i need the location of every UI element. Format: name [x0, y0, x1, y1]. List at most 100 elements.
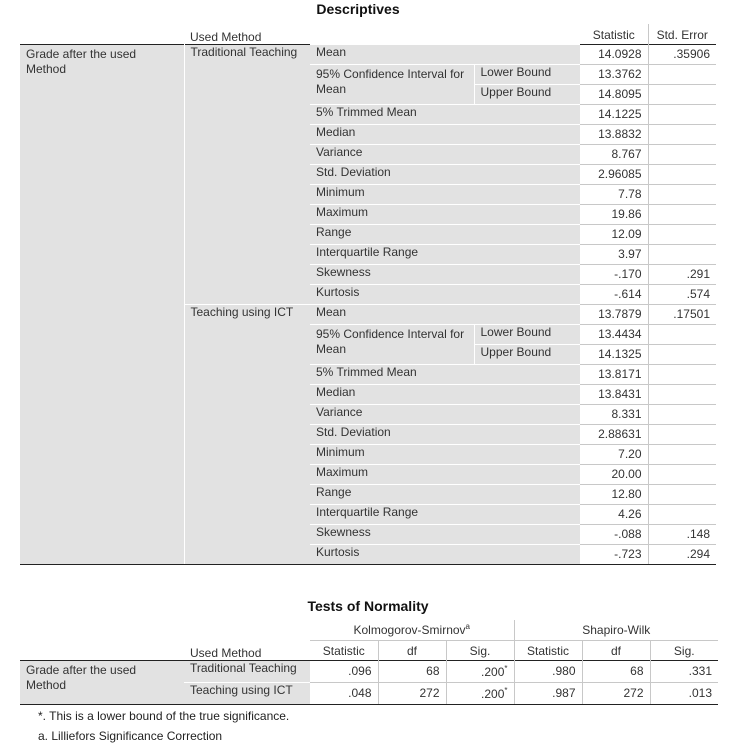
ks-sig-header: Sig.: [445, 639, 514, 660]
statistic-value: 14.1325: [580, 344, 648, 365]
descriptive-row: Std. Deviation 2.96085: [20, 163, 716, 185]
descriptive-row: Skewness -.170.291: [20, 263, 716, 285]
statistic-value: 12.09: [580, 224, 648, 245]
statistic-value: 13.8171: [580, 364, 648, 385]
statistic-label: Kurtosis: [310, 543, 580, 565]
statistic-value: 7.20: [580, 444, 648, 465]
statistic-value: 12.80: [580, 484, 648, 505]
statistic-value: 14.1225: [580, 104, 648, 125]
statistic-label: Variance: [310, 143, 580, 164]
sw-statistic-header: Statistic: [513, 639, 582, 660]
footnote-lilliefors: a. Lilliefors Significance Correction: [38, 729, 223, 743]
std-error-value: [647, 224, 716, 245]
std-error-value: [647, 84, 716, 105]
normality-row-ict: Teaching using ICT .048 272 .200* .987 2…: [20, 682, 719, 705]
normality-table: Kolmogorov-Smirnova Shapiro-Wilk Used Me…: [20, 620, 719, 705]
sw-df-header: df: [581, 639, 650, 660]
statistic-value: 2.96085: [580, 164, 648, 185]
statistic-label: Range: [310, 483, 580, 504]
descriptive-row: 5% Trimmed Mean 14.1225: [20, 103, 716, 125]
normality-dependent-label: Grade after the used Method: [20, 659, 184, 705]
statistic-label: Mean: [310, 43, 580, 64]
statistic-label: Skewness: [310, 263, 580, 284]
statistic-value: 13.7879: [580, 304, 648, 325]
bound-label: Lower Bound: [473, 63, 580, 84]
ks-df-header: df: [377, 639, 446, 660]
sw-statistic-cell: .987: [513, 682, 582, 705]
statistic-value: 2.88631: [580, 424, 648, 445]
descriptive-row: Minimum 7.20: [20, 443, 716, 465]
std-error-value: [647, 124, 716, 145]
std-error-value: .574: [647, 284, 716, 305]
descriptive-row: Teaching using ICT Mean 13.7879.17501: [20, 303, 716, 565]
statistic-label: Median: [310, 383, 580, 404]
normality-method-label: Teaching using ICT: [184, 682, 310, 705]
std-error-value: [647, 364, 716, 385]
ks-statistic-cell: .048: [310, 682, 378, 705]
std-error-value: .148: [647, 524, 716, 545]
std-error-value: [647, 464, 716, 485]
statistic-value: 13.3762: [580, 64, 648, 85]
method-group-label: Teaching using ICT: [184, 303, 310, 565]
std-error-value: [647, 64, 716, 85]
descriptive-row: Skewness -.088.148: [20, 523, 716, 545]
descriptive-row: Median 13.8431: [20, 383, 716, 405]
statistic-label: Std. Deviation: [310, 423, 580, 444]
statistic-label: Std. Deviation: [310, 163, 580, 184]
statistic-label: Interquartile Range: [310, 243, 580, 264]
std-error-value: [647, 384, 716, 405]
statistic-label: 95% Confidence Interval for Mean: [310, 63, 474, 104]
statistic-value: 3.97: [580, 244, 648, 265]
statistic-value: 8.331: [580, 404, 648, 425]
normality-row-traditional: Grade after the used Method Traditional …: [20, 659, 719, 705]
std-error-value: .291: [647, 264, 716, 285]
descriptives-table: Used Method Statistic Std. Error Grade a…: [20, 24, 716, 565]
sw-sig-cell: .331: [649, 659, 719, 683]
descriptive-row: 5% Trimmed Mean 13.8171: [20, 363, 716, 385]
descriptive-row: Kurtosis -.723.294: [20, 543, 716, 565]
std-error-value: [647, 324, 716, 345]
std-error-value: .35906: [647, 43, 716, 65]
used-method-header: Used Method: [190, 645, 262, 660]
footnote-lower-bound: *. This is a lower bound of the true sig…: [38, 709, 290, 723]
normality-method-label: Traditional Teaching: [184, 659, 310, 683]
ks-statistic-header: Statistic: [310, 639, 378, 660]
descriptive-row: Minimum 7.78: [20, 183, 716, 205]
std-error-value: .17501: [647, 304, 716, 325]
ks-header: Kolmogorov-Smirnova: [353, 622, 471, 638]
sw-df-cell: 68: [581, 659, 650, 683]
std-error-header: Std. Error: [647, 24, 716, 44]
statistic-label: Interquartile Range: [310, 503, 580, 524]
statistic-value: 7.78: [580, 184, 648, 205]
descriptive-row: Median 13.8832: [20, 123, 716, 145]
statistic-header: Statistic: [592, 27, 635, 42]
statistic-value: 8.767: [580, 144, 648, 165]
sw-sig-header: Sig.: [649, 639, 719, 660]
std-error-value: [647, 184, 716, 205]
statistic-label: Minimum: [310, 183, 580, 204]
statistic-value: 20.00: [580, 464, 648, 485]
statistic-label: Variance: [310, 403, 580, 424]
descriptive-row: Grade after the used Method Traditional T…: [20, 43, 716, 565]
bound-label: Lower Bound: [473, 323, 580, 344]
statistic-value: 13.8431: [580, 384, 648, 405]
descriptive-row: Maximum 19.86: [20, 203, 716, 225]
statistic-label: Maximum: [310, 463, 580, 484]
std-error-value: .294: [647, 544, 716, 565]
statistic-label: Kurtosis: [310, 283, 580, 304]
bound-label: Upper Bound: [473, 83, 580, 104]
statistic-value: 4.26: [580, 504, 648, 525]
std-error-value: [647, 504, 716, 525]
descriptive-row: 95% Confidence Interval for Mean Lower Bo…: [20, 323, 716, 364]
std-error-value: [647, 404, 716, 425]
dependent-variable-label: Grade after the used Method: [20, 43, 185, 565]
descriptive-row: Range 12.09: [20, 223, 716, 245]
statistic-value: 19.86: [580, 204, 648, 225]
descriptive-row: Upper Bound 14.8095: [20, 83, 716, 105]
statistic-value: 13.8832: [580, 124, 648, 145]
ks-df-cell: 68: [377, 659, 446, 683]
std-error-value: [647, 164, 716, 185]
sw-header: Shapiro-Wilk: [513, 620, 719, 640]
ks-sig-cell: .200*: [445, 682, 514, 705]
statistic-label: Maximum: [310, 203, 580, 224]
